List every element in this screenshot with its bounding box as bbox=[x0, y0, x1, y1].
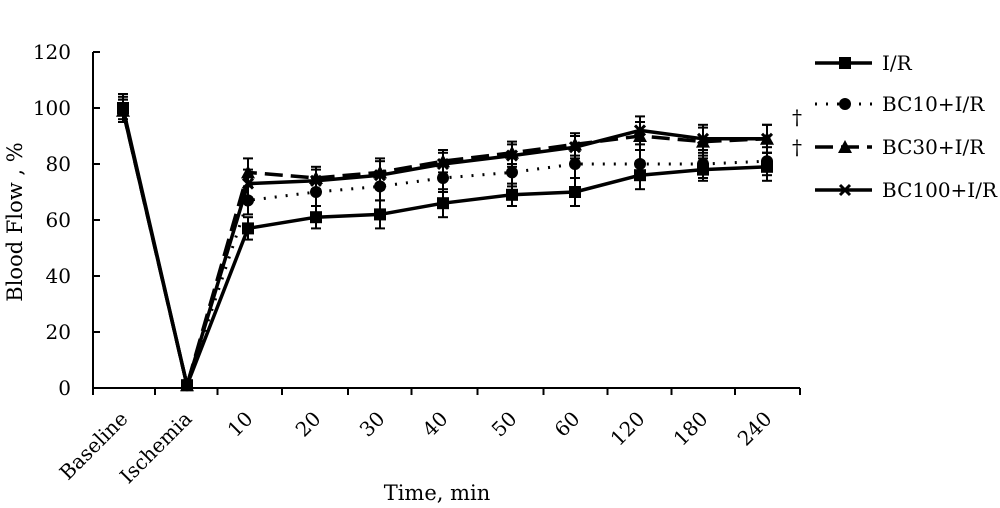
data-point-stroke bbox=[568, 141, 582, 154]
data-point-stroke bbox=[241, 177, 255, 190]
data-point bbox=[373, 169, 387, 182]
legend-item: I/R bbox=[815, 51, 913, 75]
significance-dagger: † bbox=[792, 135, 802, 159]
x-tick-label: 20 bbox=[291, 407, 326, 442]
legend-label: BC100+I/R bbox=[882, 178, 998, 202]
data-point bbox=[569, 158, 581, 170]
x-tick-label: 120 bbox=[606, 407, 650, 451]
data-point bbox=[697, 158, 709, 170]
data-point bbox=[242, 222, 254, 235]
data-point-stroke bbox=[838, 183, 852, 197]
legend-item: BC30+I/R bbox=[815, 135, 985, 159]
data-point bbox=[180, 379, 194, 392]
data-point-stroke bbox=[696, 132, 710, 145]
data-point bbox=[760, 132, 774, 145]
data-point-stroke bbox=[180, 379, 194, 392]
series-layer: †† bbox=[116, 93, 802, 392]
legend-label: BC30+I/R bbox=[882, 135, 985, 159]
legend: I/R BC10+I/R BC30+I/R BC100+I/R bbox=[815, 51, 998, 202]
x-tick-label: 60 bbox=[550, 407, 585, 442]
data-point bbox=[569, 186, 581, 198]
series-i-r bbox=[117, 93, 773, 392]
legend-label: I/R bbox=[882, 51, 913, 75]
y-tick-label: 120 bbox=[33, 40, 71, 64]
data-point-stroke bbox=[436, 157, 450, 171]
data-point bbox=[633, 124, 647, 137]
data-point bbox=[839, 98, 851, 110]
data-point bbox=[505, 149, 519, 162]
data-point bbox=[241, 177, 255, 190]
data-point-stroke bbox=[633, 124, 647, 137]
x-tick-label: 10 bbox=[223, 407, 258, 442]
series-bc100-i-r bbox=[116, 98, 774, 392]
data-point bbox=[436, 157, 450, 171]
x-tick-label: 30 bbox=[355, 407, 390, 442]
y-tick-label: 60 bbox=[46, 208, 71, 232]
x-axis-title: Time, min bbox=[384, 481, 491, 505]
data-point bbox=[634, 158, 646, 170]
series-bc30-i-r bbox=[116, 98, 774, 392]
legend-item: BC100+I/R bbox=[815, 178, 998, 202]
data-point bbox=[761, 155, 773, 168]
data-point bbox=[568, 141, 582, 154]
series-line bbox=[121, 110, 768, 387]
data-point bbox=[437, 197, 449, 210]
legend-item: BC10+I/R bbox=[815, 92, 985, 116]
y-tick-label: 20 bbox=[46, 320, 71, 344]
x-tick-label: 40 bbox=[418, 407, 453, 442]
data-point bbox=[838, 140, 852, 153]
significance-dagger: † bbox=[792, 105, 802, 129]
y-tick-label: 100 bbox=[33, 96, 71, 120]
x-tick-label: 240 bbox=[733, 407, 777, 451]
data-point bbox=[838, 183, 852, 197]
data-point bbox=[839, 57, 851, 69]
series-bc10-i-r bbox=[117, 95, 773, 392]
data-point bbox=[116, 104, 130, 117]
data-point-stroke bbox=[116, 104, 130, 117]
data-point-stroke bbox=[505, 149, 519, 162]
data-point bbox=[696, 132, 710, 145]
data-point bbox=[374, 208, 386, 221]
legend-label: BC10+I/R bbox=[882, 92, 985, 116]
data-point bbox=[506, 188, 518, 201]
data-point-stroke bbox=[760, 132, 774, 145]
data-point bbox=[310, 211, 322, 224]
data-point bbox=[506, 166, 518, 179]
y-axis-title: Blood Flow , % bbox=[3, 142, 27, 301]
x-tick-label: 180 bbox=[669, 407, 713, 451]
data-point bbox=[309, 174, 323, 187]
x-tick-label: 50 bbox=[487, 407, 522, 442]
y-tick-label: 80 bbox=[46, 152, 71, 176]
y-tick-label: 0 bbox=[58, 376, 71, 400]
data-point-stroke bbox=[309, 174, 323, 187]
data-point-stroke bbox=[373, 169, 387, 182]
y-tick-label: 40 bbox=[46, 264, 71, 288]
